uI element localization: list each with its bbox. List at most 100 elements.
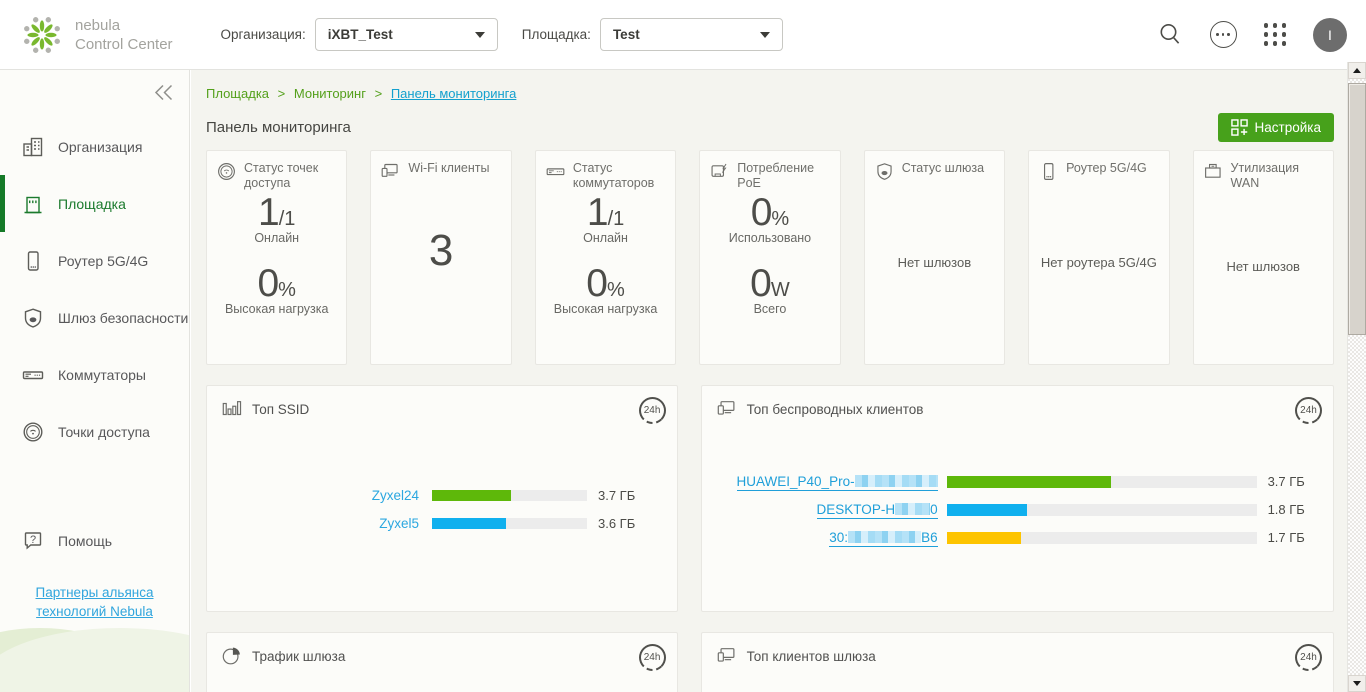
bar-value: 1.8 ГБ	[1267, 502, 1305, 517]
stat-value-unit: /1	[607, 208, 625, 230]
svg-text:?: ?	[30, 533, 36, 545]
stat-card-title: Статус коммутаторов	[572, 161, 655, 190]
site-icon	[24, 196, 42, 213]
sidebar-item-access-points[interactable]: Точки доступа	[0, 403, 189, 460]
client-name-text: 30:	[829, 530, 849, 545]
stat-value-label: Высокая нагрузка	[553, 302, 658, 316]
redacted-text	[895, 503, 931, 515]
settings-button[interactable]: Настройка	[1217, 112, 1334, 142]
sidebar-item-organization[interactable]: Организация	[0, 118, 189, 175]
stat-card-poe: Потребление PoE 0% Использовано 0W Всего	[699, 150, 841, 365]
top-bar: nebula Control Center Организация: iXBT_…	[0, 0, 1366, 70]
client-name-link[interactable]: 30: B6	[829, 530, 938, 547]
breadcrumb-monitoring[interactable]: Мониторинг	[293, 86, 366, 101]
switch-icon	[22, 370, 44, 379]
scroll-down-button[interactable]	[1348, 675, 1366, 692]
stat-card-title: Утилизация WAN	[1230, 161, 1300, 190]
stat-value: 1	[258, 191, 280, 234]
stat-card-switch-status: Статус коммутаторов 1/1 Онлайн 0% Высока…	[534, 150, 677, 365]
time-range-badge[interactable]: 24h	[1295, 644, 1322, 671]
sidebar-item-label: Коммутаторы	[58, 366, 146, 383]
apps-grid-icon[interactable]	[1263, 23, 1286, 46]
bar-fill	[432, 518, 507, 529]
stat-value-label: Высокая нагрузка	[224, 302, 329, 316]
breadcrumb-current[interactable]: Панель мониторинга	[390, 86, 517, 101]
collapse-sidebar-icon[interactable]	[154, 84, 173, 101]
bar-fill	[946, 531, 1021, 544]
page-title: Панель мониторинга	[206, 118, 351, 136]
help-icon: ?	[24, 531, 42, 549]
sidebar-item-help[interactable]: ? Помощь	[0, 512, 189, 569]
sidebar-item-router[interactable]: Роутер 5G/4G	[0, 232, 189, 289]
search-icon[interactable]	[1158, 22, 1183, 48]
stat-value-label: Онлайн	[583, 231, 628, 245]
stat-value: 1	[586, 191, 609, 234]
client-bar-row: HUAWEI_P40_Pro- 3.7 ГБ	[716, 474, 1319, 491]
more-options-icon[interactable]	[1209, 21, 1237, 48]
stat-card-router: Роутер 5G/4G Нет роутера 5G/4G	[1028, 150, 1170, 365]
time-range-badge[interactable]: 24h	[1295, 397, 1322, 424]
scroll-up-button[interactable]	[1348, 62, 1366, 79]
bar-value: 3.6 ГБ	[598, 516, 636, 531]
logo-text: nebula Control Center	[75, 16, 173, 54]
nebula-logo[interactable]: nebula Control Center	[20, 13, 173, 57]
empty-state-text: Нет шлюзов	[1226, 259, 1300, 274]
sidebar-item-label: Роутер 5G/4G	[58, 252, 149, 269]
switch-icon	[546, 168, 565, 176]
site-label: Площадка:	[521, 27, 591, 42]
wifi-clients-icon	[717, 648, 735, 662]
stat-value: 0	[750, 191, 773, 234]
logo-line1: nebula	[75, 16, 121, 34]
bar-track	[946, 475, 1257, 488]
access-point-icon	[23, 421, 43, 442]
client-name-text: HUAWEI_P40_Pro-	[736, 474, 855, 489]
wifi-clients-icon	[717, 401, 735, 415]
partner-alliance-link[interactable]: Партнеры альянса технологий Nebula	[35, 585, 154, 619]
sidebar-item-site[interactable]: Площадка	[0, 175, 189, 232]
nebula-logo-icon	[24, 16, 60, 53]
site-select[interactable]: Test	[599, 18, 783, 51]
org-label: Организация:	[220, 27, 306, 42]
ssid-name[interactable]: Zyxel5	[379, 516, 419, 531]
sidebar-item-switches[interactable]: Коммутаторы	[0, 346, 189, 403]
stat-card-title: Потребление PoE	[737, 161, 815, 190]
client-name-link[interactable]: HUAWEI_P40_Pro-	[736, 474, 938, 491]
sidebar-item-security-gateway[interactable]: Шлюз безопасности	[0, 289, 189, 346]
signal-bars-icon	[222, 401, 242, 416]
bar-track	[432, 518, 587, 529]
wifi-clients-count: 3	[428, 226, 454, 275]
breadcrumb-site[interactable]: Площадка	[206, 86, 270, 101]
ssid-bar-row: Zyxel24 3.7 ГБ	[221, 488, 663, 503]
gateway-traffic-card: Трафик шлюза 24h	[206, 632, 678, 692]
stat-card-title: Статус шлюза	[901, 161, 985, 175]
poe-icon	[711, 163, 727, 177]
stat-value: 0	[750, 262, 772, 305]
scrollbar-thumb[interactable]	[1348, 83, 1366, 335]
stat-value-unit: %	[771, 208, 790, 230]
stat-card-ap-status: Статус точек доступа 1/1 Онлайн 0% Высок…	[206, 150, 348, 365]
time-range-badge[interactable]: 24h	[638, 397, 666, 424]
stat-card-wan: Утилизация WAN Нет шлюзов	[1192, 150, 1334, 365]
empty-state-text: Нет роутера 5G/4G	[1040, 254, 1157, 270]
vertical-scrollbar[interactable]	[1347, 62, 1366, 692]
scrollbar-track[interactable]	[1348, 79, 1366, 675]
ssid-name[interactable]: Zyxel24	[371, 488, 419, 503]
mobile-router-icon	[1044, 163, 1054, 180]
avatar[interactable]: I	[1313, 17, 1347, 52]
bar-fill	[432, 490, 512, 501]
bar-track	[946, 531, 1257, 544]
top-ssid-card: Топ SSID 24h Zyxel24 3.7 ГБ Zyxel5 3.6 Г…	[206, 385, 678, 612]
sidebar: Организация Площадка Роутер 5G/4G Шлюз б…	[0, 70, 190, 692]
client-name-text: 0	[930, 502, 938, 517]
chart-title: Топ SSID	[252, 401, 310, 417]
client-name-link[interactable]: DESKTOP-H 0	[816, 502, 938, 519]
access-point-icon	[218, 163, 235, 180]
time-range-badge[interactable]: 24h	[638, 644, 666, 671]
stat-value: 0	[586, 262, 608, 305]
bar-fill	[946, 503, 1028, 516]
chevron-down-icon	[759, 31, 770, 38]
logo-line2: Control Center	[75, 35, 173, 53]
org-select[interactable]: iXBT_Test	[314, 18, 498, 51]
stat-card-title: Wi-Fi клиенты	[408, 161, 490, 175]
stat-card-gateway-status: Статус шлюза Нет шлюзов	[863, 150, 1006, 365]
